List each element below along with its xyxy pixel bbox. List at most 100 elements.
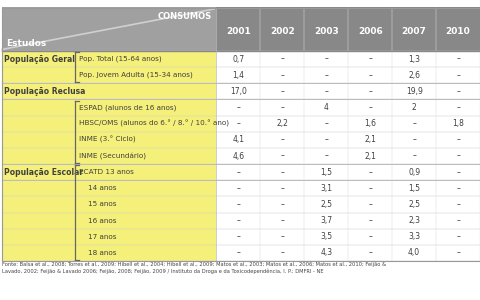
Bar <box>391 245 435 261</box>
Text: –: – <box>368 71 372 80</box>
Text: 1,8: 1,8 <box>451 119 463 128</box>
Bar <box>348 196 391 212</box>
Bar <box>304 196 348 212</box>
Text: 2010: 2010 <box>445 27 469 36</box>
Bar <box>216 67 260 83</box>
Text: 2006: 2006 <box>357 27 382 36</box>
Text: –: – <box>280 55 284 64</box>
Bar <box>216 132 260 148</box>
Text: 2,3: 2,3 <box>408 216 419 225</box>
Text: 16 anos: 16 anos <box>79 218 116 224</box>
Bar <box>260 132 304 148</box>
Bar <box>304 51 348 67</box>
Bar <box>216 196 260 212</box>
Text: –: – <box>236 184 240 193</box>
Bar <box>348 245 391 261</box>
Bar <box>216 229 260 245</box>
Bar <box>391 164 435 180</box>
Bar <box>2 8 479 51</box>
Bar <box>391 67 435 83</box>
Text: 19,9: 19,9 <box>405 87 422 96</box>
Text: 3,1: 3,1 <box>320 184 332 193</box>
Bar <box>216 100 260 116</box>
Text: 2,1: 2,1 <box>363 152 375 160</box>
Bar <box>216 51 260 67</box>
Bar <box>391 51 435 67</box>
Bar <box>348 180 391 196</box>
Text: ECATD 13 anos: ECATD 13 anos <box>79 169 133 175</box>
Text: –: – <box>455 216 459 225</box>
Text: 15 anos: 15 anos <box>79 202 116 208</box>
Bar <box>304 180 348 196</box>
Text: –: – <box>455 168 459 177</box>
Text: 14 anos: 14 anos <box>79 185 116 191</box>
Text: 17 anos: 17 anos <box>79 234 116 240</box>
Text: –: – <box>324 55 327 64</box>
Bar <box>216 180 260 196</box>
Bar <box>304 212 348 229</box>
Text: –: – <box>368 168 372 177</box>
Bar <box>260 245 304 261</box>
Bar <box>391 83 435 100</box>
Bar <box>435 100 479 116</box>
Text: –: – <box>280 216 284 225</box>
Text: 2001: 2001 <box>226 27 250 36</box>
Text: 17,0: 17,0 <box>229 87 246 96</box>
Bar <box>391 148 435 164</box>
Text: –: – <box>455 184 459 193</box>
Bar <box>391 100 435 116</box>
Text: HBSC/OMS (alunos do 6.° / 8.° / 10.° ano): HBSC/OMS (alunos do 6.° / 8.° / 10.° ano… <box>79 120 228 127</box>
Text: –: – <box>324 152 327 160</box>
Bar <box>216 212 260 229</box>
Text: –: – <box>324 71 327 80</box>
Text: –: – <box>455 200 459 209</box>
Text: –: – <box>455 87 459 96</box>
Text: –: – <box>411 152 415 160</box>
Bar <box>260 83 304 100</box>
Text: –: – <box>368 200 372 209</box>
Text: INME (Secundário): INME (Secundário) <box>79 152 145 160</box>
Text: –: – <box>368 184 372 193</box>
Bar <box>435 67 479 83</box>
Text: –: – <box>455 248 459 257</box>
Text: 1,5: 1,5 <box>320 168 332 177</box>
Bar <box>2 8 216 51</box>
Bar <box>391 116 435 132</box>
Bar <box>216 245 260 261</box>
Bar <box>260 229 304 245</box>
Text: –: – <box>455 55 459 64</box>
Text: –: – <box>368 248 372 257</box>
Bar <box>348 132 391 148</box>
Text: CONSUMOS: CONSUMOS <box>157 12 211 21</box>
Text: Pop. Jovem Adulta (15-34 anos): Pop. Jovem Adulta (15-34 anos) <box>79 72 192 79</box>
Text: 0,7: 0,7 <box>232 55 244 64</box>
Text: –: – <box>368 87 372 96</box>
Text: População Reclusa: População Reclusa <box>4 87 85 96</box>
Text: 2,6: 2,6 <box>408 71 419 80</box>
Bar <box>435 180 479 196</box>
Text: –: – <box>280 152 284 160</box>
Bar <box>304 100 348 116</box>
Bar <box>348 212 391 229</box>
Bar <box>435 132 479 148</box>
Bar <box>260 116 304 132</box>
Text: –: – <box>236 168 240 177</box>
Text: –: – <box>411 119 415 128</box>
Bar <box>304 83 348 100</box>
Text: ESPAD (alunos de 16 anos): ESPAD (alunos de 16 anos) <box>79 104 176 111</box>
Bar <box>435 212 479 229</box>
Text: População Escolar: População Escolar <box>4 168 84 177</box>
Bar <box>260 164 304 180</box>
Bar <box>348 100 391 116</box>
Text: 4: 4 <box>323 103 328 112</box>
Bar <box>260 148 304 164</box>
Bar <box>435 148 479 164</box>
Text: Pop. Total (15-64 anos): Pop. Total (15-64 anos) <box>79 56 161 62</box>
Text: 3,3: 3,3 <box>407 232 420 241</box>
Text: 2: 2 <box>411 103 416 112</box>
Text: –: – <box>411 135 415 144</box>
Bar <box>348 67 391 83</box>
Bar <box>391 229 435 245</box>
Bar <box>391 196 435 212</box>
Bar <box>348 51 391 67</box>
